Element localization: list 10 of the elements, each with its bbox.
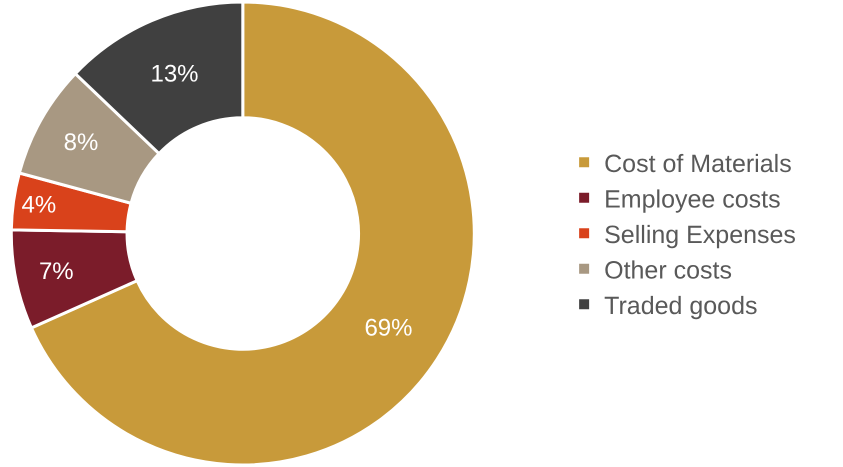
legend-label: Cost of Materials [604,150,792,178]
data-label: 7% [38,258,74,286]
legend-label: Selling Expenses [604,221,796,249]
data-label: 13% [150,60,199,88]
legend-label: Employee costs [604,186,781,214]
data-label: 69% [364,314,412,342]
data-label: 8% [64,128,98,156]
legend-label: Traded goods [604,292,758,320]
data-label: 4% [22,191,56,218]
legend-label: Other costs [604,256,732,284]
